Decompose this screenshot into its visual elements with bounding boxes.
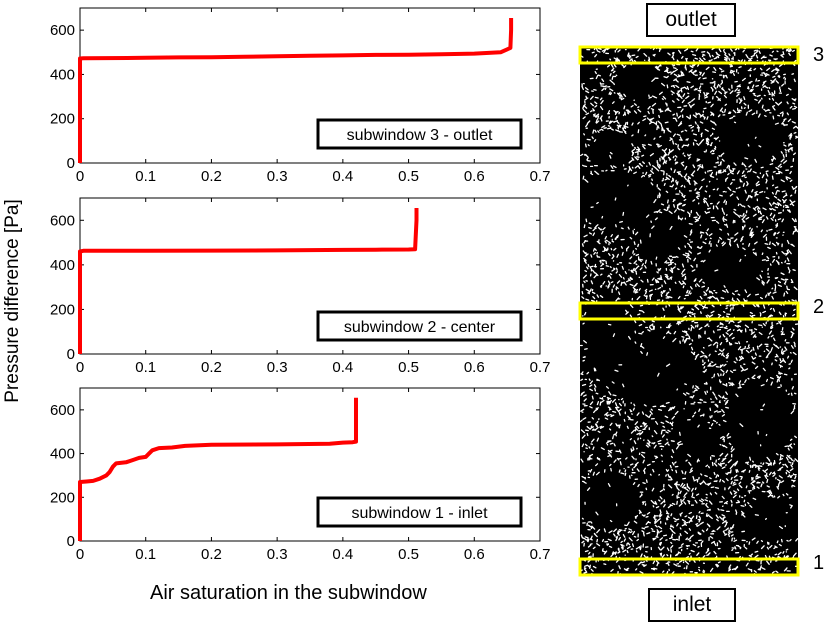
window-marker-2: 2: [813, 296, 825, 318]
window-box-3: [578, 45, 800, 65]
x-tick-label: 0.6: [464, 546, 485, 563]
y-tick-label: 0: [67, 155, 75, 172]
series-line-1: [78, 18, 514, 163]
annotation-label: subwindow 1 - inlet: [351, 505, 488, 522]
x-tick-label: 0.3: [267, 359, 288, 376]
y-tick-label: 0: [67, 346, 75, 363]
chart-panel-1: 0 0.1 0.2 0.3 0.4 0.5 0.6 0.7 0 200 400 600 subwindo…: [50, 7, 551, 185]
microstructure-image: [578, 45, 800, 577]
y-tick-label: 400: [50, 257, 75, 274]
x-tick-label: 0.3: [267, 546, 288, 563]
x-tick-label: 0.5: [398, 359, 419, 376]
window-box-1: [578, 557, 800, 577]
annotation-label: subwindow 3 - outlet: [347, 127, 493, 144]
y-tick-label: 200: [50, 489, 75, 506]
window-box-2: [578, 301, 800, 321]
annotation-box: [316, 496, 523, 528]
y-tick-label: 400: [50, 66, 75, 83]
y-tick-label: 200: [50, 111, 75, 128]
x-tick-label: 0: [76, 359, 84, 376]
window-marker-3: 3: [813, 44, 825, 66]
window-marker-1: 1: [813, 552, 825, 574]
x-tick-label: 0.1: [135, 168, 156, 185]
x-tick-label: 0.4: [332, 359, 353, 376]
x-tick-label: 0.5: [398, 546, 419, 563]
x-tick-label: 0.5: [398, 168, 419, 185]
x-tick-label: 0.1: [135, 359, 156, 376]
y-tick-label: 200: [50, 301, 75, 318]
x-tick-label: 0.3: [267, 168, 288, 185]
chart-panel-3: 0 0.1 0.2 0.3 0.4 0.5 0.6 0.7 0 200 400 600 subwindo…: [50, 387, 551, 563]
outlet-label: outlet: [646, 3, 736, 37]
y-tick-label: 600: [50, 212, 75, 229]
x-tick-label: 0.4: [332, 168, 353, 185]
annotation-box: [316, 310, 523, 342]
x-tick-label: 0.6: [464, 359, 485, 376]
x-tick-label: 0.1: [135, 546, 156, 563]
y-tick-label: 0: [67, 533, 75, 550]
plots-group: 0 0.1 0.2 0.3 0.4 0.5 0.6 0.7 0 200 400 600 subwindo…: [50, 7, 551, 563]
x-tick-label: 0.2: [201, 168, 222, 185]
x-tick-label: 0: [76, 546, 84, 563]
x-axis-label: Air saturation in the subwindow: [150, 582, 427, 604]
series-line-1: [78, 208, 419, 354]
x-tick-label: 0: [76, 168, 84, 185]
y-tick-label: 600: [50, 22, 75, 39]
chart-panel-2: 0 0.1 0.2 0.3 0.4 0.5 0.6 0.7 0 200 400 600 subwindo…: [50, 197, 551, 376]
x-tick-label: 0.6: [464, 168, 485, 185]
pore-network-pattern: [578, 45, 800, 577]
x-tick-label: 0.2: [201, 546, 222, 563]
x-tick-label: 0.7: [530, 168, 551, 185]
annotation-box: [316, 118, 523, 150]
y-axis-label: Pressure difference [Pa]: [2, 199, 23, 403]
x-tick-label: 0.7: [530, 546, 551, 563]
y-tick-label: 600: [50, 402, 75, 419]
series-line-1: [78, 397, 358, 541]
x-tick-label: 0.4: [332, 546, 353, 563]
x-tick-label: 0.2: [201, 359, 222, 376]
annotation-label: subwindow 2 - center: [344, 319, 496, 336]
x-tick-label: 0.7: [530, 359, 551, 376]
y-tick-label: 400: [50, 446, 75, 463]
inlet-label: inlet: [648, 588, 736, 622]
